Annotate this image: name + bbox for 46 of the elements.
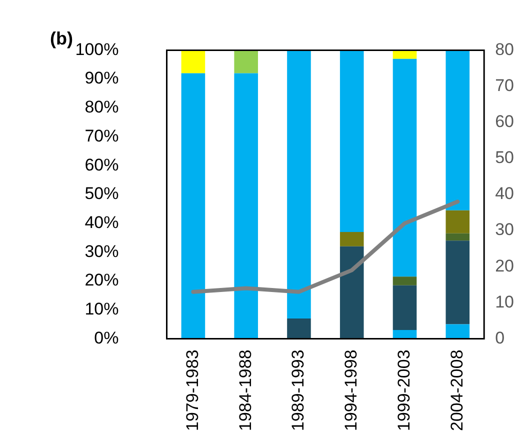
chart-title: (b) [50, 28, 73, 48]
bar [287, 318, 311, 339]
bar [392, 276, 417, 286]
x-tick-label: 2004-2008 [447, 350, 466, 432]
x-tick-label: 1979-1983 [182, 350, 202, 432]
y2-tick-label: 50 [495, 148, 514, 168]
x-tick-label: 1999-2003 [394, 350, 414, 432]
bar [181, 73, 206, 339]
bar [340, 232, 364, 246]
y2-tick-label: 30 [495, 220, 514, 240]
y-tick-label: 40% [84, 212, 119, 232]
y2-tick-label: 0 [495, 328, 505, 348]
y2-tick-label: 60 [495, 112, 514, 132]
bar [392, 285, 417, 330]
bar [446, 233, 470, 241]
y2-tick-label: 40 [495, 184, 514, 204]
y-tick-label: 0% [94, 328, 119, 348]
y-tick-label: 90% [84, 68, 119, 88]
x-tick-label: 1984-1988 [236, 350, 255, 432]
bar [287, 50, 311, 319]
y2-tick-label: 20 [495, 256, 514, 276]
bar [392, 330, 417, 339]
bar [234, 50, 258, 74]
bar [392, 50, 417, 59]
y2-tick-label: 80 [495, 40, 514, 59]
y-tick-label: 70% [84, 126, 119, 146]
y-tick-label: 100% [75, 40, 119, 59]
bar [392, 58, 417, 277]
y2-tick-label: 10 [495, 292, 514, 312]
bar [446, 210, 470, 234]
y-tick-label: 30% [84, 242, 119, 261]
y-tick-label: 10% [84, 300, 119, 319]
bar [181, 50, 206, 74]
y-tick-label: 50% [84, 184, 119, 204]
y-tick-label: 20% [84, 270, 119, 290]
y-tick-label: 60% [84, 155, 119, 174]
bar [446, 324, 470, 339]
x-tick-label: 1994-1998 [342, 350, 361, 432]
y2-tick-label: 70 [495, 76, 514, 95]
bar [234, 73, 258, 339]
bar [340, 246, 364, 339]
bar [446, 240, 470, 324]
x-tick-label: 1989-1993 [288, 350, 308, 432]
bar [340, 50, 364, 232]
bar [446, 50, 470, 210]
y-tick-label: 80% [84, 98, 119, 117]
